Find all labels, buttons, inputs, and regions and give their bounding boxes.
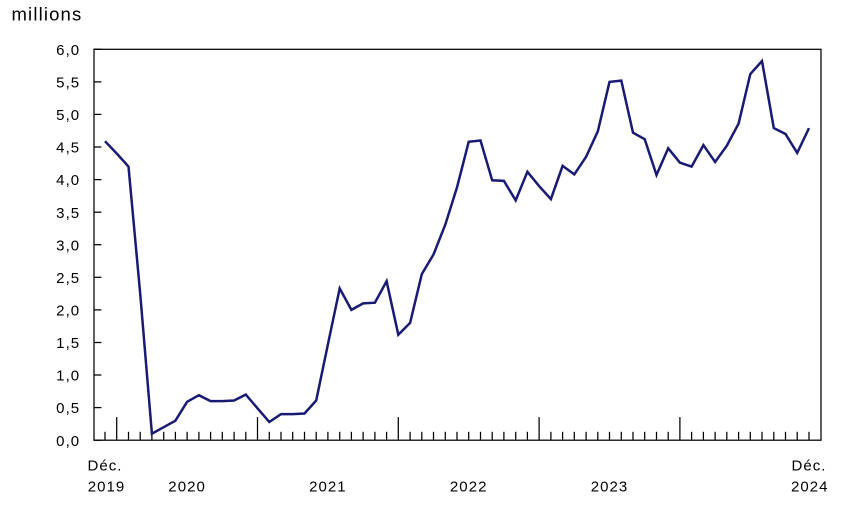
svg-text:2024: 2024 [791, 479, 829, 496]
svg-text:2020: 2020 [168, 479, 206, 496]
svg-text:2021: 2021 [309, 479, 347, 496]
svg-text:4,5: 4,5 [56, 140, 80, 157]
svg-text:2,0: 2,0 [56, 303, 80, 320]
svg-text:5,0: 5,0 [56, 107, 80, 124]
svg-text:Déc.: Déc. [87, 458, 122, 475]
svg-text:6,0: 6,0 [56, 42, 80, 59]
svg-text:2,5: 2,5 [56, 270, 80, 287]
svg-text:2022: 2022 [450, 479, 488, 496]
svg-text:0,5: 0,5 [56, 400, 80, 417]
svg-text:1,0: 1,0 [56, 368, 80, 385]
svg-text:millions: millions [12, 3, 83, 24]
svg-text:5,5: 5,5 [56, 75, 80, 92]
svg-text:Déc.: Déc. [791, 458, 826, 475]
svg-text:4,0: 4,0 [56, 172, 80, 189]
svg-text:1,5: 1,5 [56, 335, 80, 352]
svg-text:2019: 2019 [88, 479, 126, 496]
svg-text:3,0: 3,0 [56, 237, 80, 254]
svg-text:0,0: 0,0 [56, 433, 80, 450]
svg-text:2023: 2023 [591, 479, 629, 496]
svg-text:3,5: 3,5 [56, 205, 80, 222]
